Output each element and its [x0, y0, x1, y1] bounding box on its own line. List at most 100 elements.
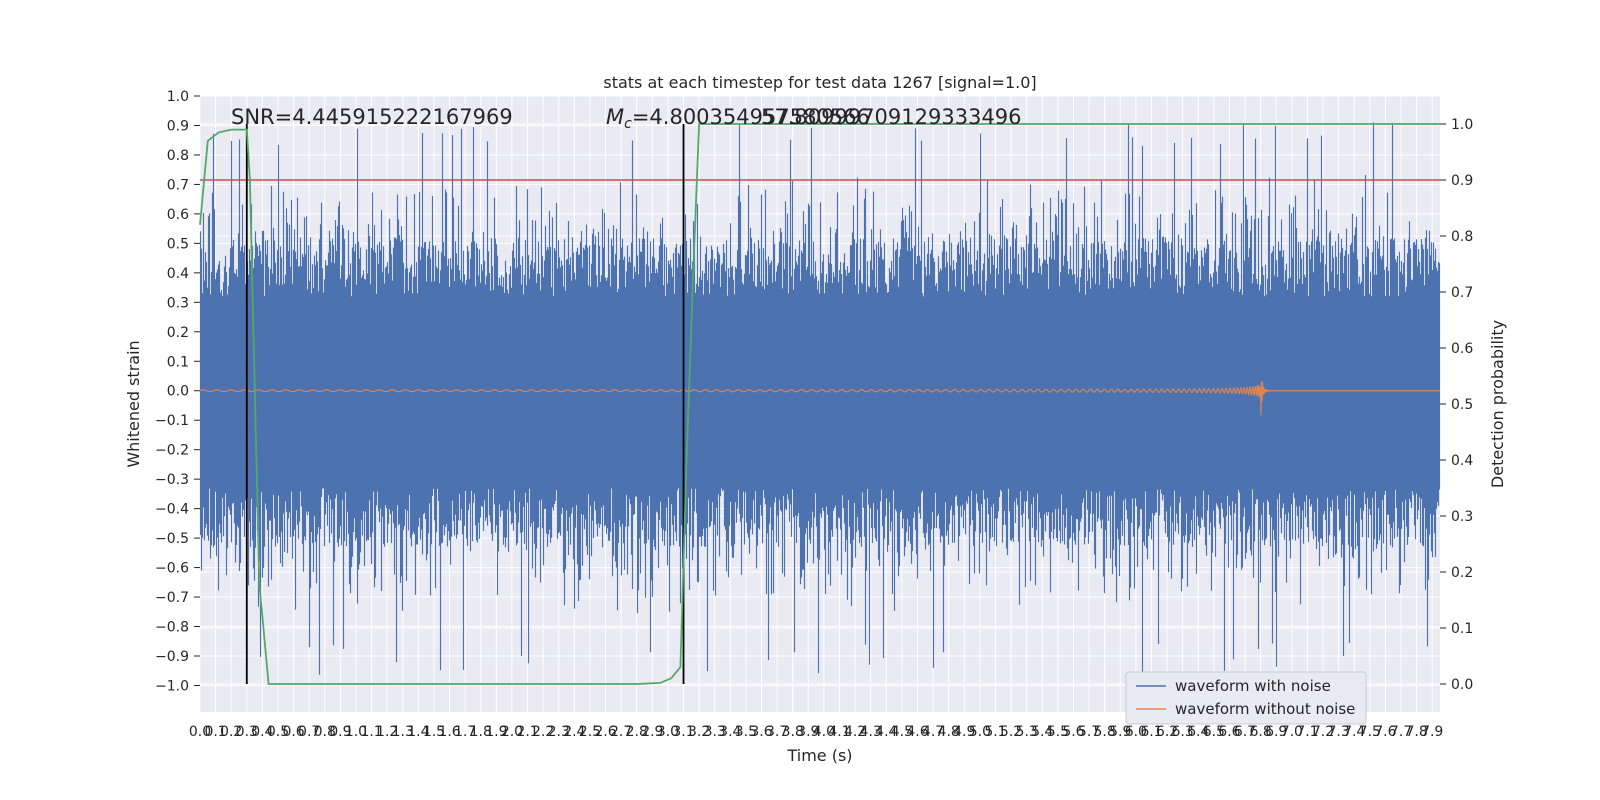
x-tick-label: 0.7	[298, 724, 320, 740]
x-tick-label: 5.2	[1000, 724, 1022, 740]
chirp-mass-annotation: Mc=4.800354957580566	[606, 105, 870, 132]
chirp-mass-symbol: M	[606, 105, 624, 129]
y2-tick-label: 0.5	[1451, 397, 1473, 413]
x-tick-label: 4.6	[906, 724, 928, 740]
x-tick-label: 3.3	[704, 724, 726, 740]
x-tick-label: 4.0	[813, 724, 835, 740]
x-tick-label: 3.8	[782, 724, 804, 740]
x-tick-label: 4.8	[938, 724, 960, 740]
x-tick-label: 6.5	[1203, 724, 1225, 740]
chart-title: stats at each timestep for test data 126…	[603, 73, 1036, 92]
y-tick-labels: 1.0 0.9 0.8 0.7 0.6 0.5 0.4 0.3 0.2 0.1 0.0 −0.1 −0.…	[155, 89, 200, 694]
y2-tick-label: 1.0	[1451, 117, 1473, 133]
legend: waveform with noise waveform without noi…	[1125, 671, 1367, 725]
y-tick-label: 0.9	[167, 118, 189, 134]
x-tick-label: 3.5	[735, 724, 757, 740]
x-tick-label: 5.6	[1062, 724, 1084, 740]
x-tick-label: 4.1	[828, 724, 850, 740]
x-tick-label: 1.3	[392, 724, 414, 740]
x-tick-label: 3.0	[657, 724, 679, 740]
x-tick-label: 7.6	[1374, 724, 1396, 740]
y-tick-label: 0.1	[167, 354, 189, 370]
x-tick-label: 2.4	[563, 724, 585, 740]
x-tick-label: 2.2	[532, 724, 554, 740]
y2-tick-label: 0.9	[1451, 173, 1473, 189]
x-tick-label: 7.9	[1421, 724, 1443, 740]
legend-label-clean: waveform without noise	[1175, 700, 1355, 718]
legend-label-noise: waveform with noise	[1175, 677, 1331, 695]
y2-tick-label: 0.0	[1451, 677, 1473, 693]
legend-box	[1125, 671, 1367, 725]
x-tick-label: 2.8	[626, 724, 648, 740]
x-tick-label: 4.5	[891, 724, 913, 740]
y2-tick-label: 0.8	[1451, 229, 1473, 245]
x-tick-label: 7.5	[1359, 724, 1381, 740]
chirp-mass-value: =4.800354957580566	[632, 105, 870, 129]
x-tick-label: 2.6	[594, 724, 616, 740]
y2-tick-label: 0.7	[1451, 285, 1473, 301]
y-tick-label: −0.1	[155, 413, 189, 429]
x-tick-label: 0.6	[282, 724, 304, 740]
chirp-mass-subscript: c	[624, 116, 632, 132]
x-tick-label: 3.7	[766, 724, 788, 740]
y-tick-label: 1.0	[167, 89, 189, 105]
x-tick-label: 7.8	[1405, 724, 1427, 740]
x-tick-label: 2.9	[641, 724, 663, 740]
x-tick-label: 6.2	[1156, 724, 1178, 740]
y-tick-label: 0.5	[167, 236, 189, 252]
x-tick-label: 7.4	[1343, 724, 1365, 740]
x-tick-label: 5.1	[984, 724, 1006, 740]
y-tick-label: 0.8	[167, 148, 189, 164]
y2-tick-label: 0.1	[1451, 621, 1473, 637]
x-tick-label: 0.8	[314, 724, 336, 740]
y-tick-label: −1.0	[155, 678, 189, 694]
x-tick-label: 6.9	[1265, 724, 1287, 740]
x-tick-label: 1.4	[407, 724, 429, 740]
x-tick-label: 7.2	[1312, 724, 1334, 740]
x-tick-label: 3.9	[797, 724, 819, 740]
x-tick-label: 5.8	[1094, 724, 1116, 740]
y-tick-label: 0.4	[167, 266, 189, 282]
x-tick-label: 1.5	[423, 724, 445, 740]
x-tick-label: 5.5	[1047, 724, 1069, 740]
y-tick-label: 0.7	[167, 177, 189, 193]
x-tick-label: 3.1	[672, 724, 694, 740]
y-tick-label: −0.9	[155, 649, 189, 665]
y-tick-label: −0.8	[155, 620, 189, 636]
x-tick-label: 4.3	[860, 724, 882, 740]
x-tick-label: 1.6	[438, 724, 460, 740]
snr-annotation: SNR=4.445915222167969	[231, 105, 513, 129]
x-axis-label: Time (s)	[786, 746, 852, 765]
x-tick-label: 1.0	[345, 724, 367, 740]
x-tick-label: 6.8	[1249, 724, 1271, 740]
y-axis-label: Whitened strain	[124, 340, 143, 467]
x-tick-label: 5.3	[1016, 724, 1038, 740]
series-waveform-without-noise	[199, 381, 1440, 416]
x-tick-label: 3.4	[719, 724, 741, 740]
x-tick-label: 0.4	[251, 724, 273, 740]
x-tick-label: 7.0	[1281, 724, 1303, 740]
x-tick-label: 1.7	[454, 724, 476, 740]
x-tick-label: 6.1	[1140, 724, 1162, 740]
y-tick-label: 0.0	[167, 384, 189, 400]
x-tick-label: 0.2	[220, 724, 242, 740]
x-tick-label: 6.6	[1218, 724, 1240, 740]
y2-tick-label: 0.4	[1451, 453, 1473, 469]
x-tick-label: 0.3	[236, 724, 258, 740]
x-tick-label: 2.3	[548, 724, 570, 740]
probability-trace	[199, 123, 1440, 685]
x-tick-label: 7.3	[1327, 724, 1349, 740]
x-tick-label: 6.0	[1125, 724, 1147, 740]
chirp-trace	[199, 381, 1440, 416]
x-tick-label: 7.7	[1390, 724, 1412, 740]
y2-tick-label: 0.6	[1451, 341, 1473, 357]
x-tick-label: 6.3	[1172, 724, 1194, 740]
y2-tick-labels: 1.0 0.9 0.8 0.7 0.6 0.5 0.4 0.3 0.2 0.1 0.0	[1440, 117, 1473, 693]
x-tick-label: 2.0	[501, 724, 523, 740]
x-tick-label: 1.1	[360, 724, 382, 740]
y-tick-label: −0.5	[155, 531, 189, 547]
y2-tick-label: 0.2	[1451, 565, 1473, 581]
y-tick-label: −0.6	[155, 561, 189, 577]
x-tick-label: 4.7	[922, 724, 944, 740]
y-tick-label: 0.6	[167, 207, 189, 223]
